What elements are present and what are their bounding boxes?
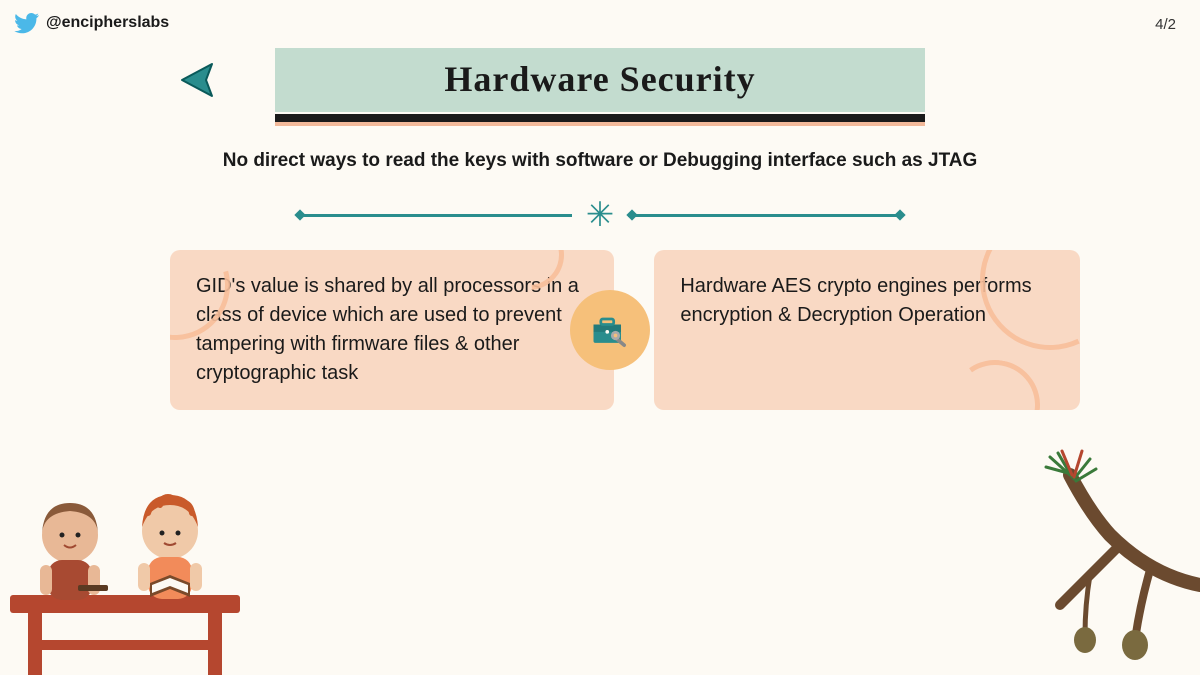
card-gid: GID's value is shared by all processors …: [170, 250, 614, 410]
toolbox-badge: [570, 290, 650, 370]
branch-illustration: [950, 445, 1200, 675]
title-background: Hardware Security: [275, 48, 925, 112]
card-aes: Hardware AES crypto engines performs enc…: [654, 250, 1080, 410]
card-gid-text: GID's value is shared by all processors …: [196, 275, 579, 384]
twitter-icon: [14, 10, 40, 36]
asterisk-icon: ✳: [582, 197, 618, 233]
title-underline: [275, 114, 925, 128]
arrow-icon: [180, 60, 230, 100]
decorative-divider: ✳: [300, 195, 900, 235]
toolbox-icon: [588, 308, 632, 352]
title-block: Hardware Security: [275, 48, 925, 128]
page-number: 4/2: [1155, 16, 1176, 33]
page-title: Hardware Security: [275, 58, 925, 100]
twitter-handle: @encipherslabs: [46, 14, 169, 32]
subtitle-text: No direct ways to read the keys with sof…: [0, 150, 1200, 172]
header: @encipherslabs: [14, 10, 169, 36]
students-illustration: [0, 465, 260, 675]
